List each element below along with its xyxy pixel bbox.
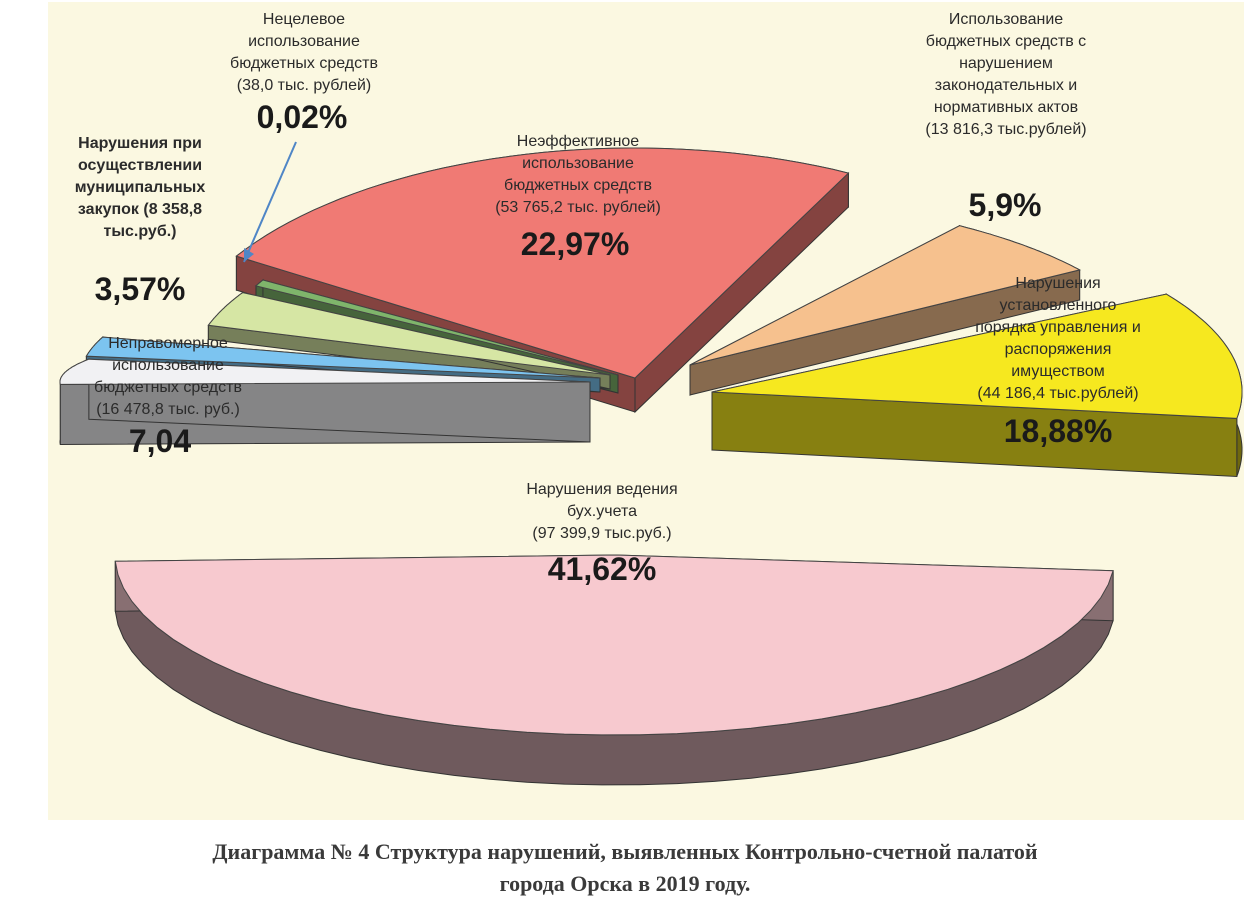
caption-line-2: города Орска в 2019 году. [499,871,751,896]
slice-name-line: бюджетных средств с [926,33,1086,50]
slice-name-line: тыс.руб.) [104,223,177,240]
slice-name-line: бух.учета [567,503,637,520]
slice-name-line: установленного [1000,297,1117,314]
slice-name-line: Неправомерное [108,335,228,352]
slice-name-line: Нецелевое [263,11,345,28]
slice-name-line: нормативных актов [934,99,1078,116]
slice-name-line: закупок (8 358,8 [78,201,202,218]
slice-name-line: (97 399,9 тыс.руб.) [532,525,671,542]
slice-top-necel [254,279,619,376]
slice-label-neef: Неэффективное использование бюджетных сред… [495,133,661,262]
slice-name-line: использование [112,357,224,374]
slice-percent-label: 5,9% [969,187,1042,223]
slice-name-line: Нарушения [1015,275,1100,292]
leader-arrow [243,141,297,263]
slice-name-line: порядка управления и [975,319,1141,336]
slice-name-line: бюджетных средств [94,379,242,396]
slice-percent-label: 18,88% [1004,413,1113,449]
slice-name-line: (53 765,2 тыс. рублей) [495,199,661,216]
slice-label-nepr: Неправомерное использование бюджетных сред… [94,335,242,459]
slice-percent-label: 0,02% [257,99,348,135]
pie-slice-imush [711,293,1243,477]
slice-top-zakon [689,225,1081,366]
pie-slice-zakup2 [207,291,611,390]
chart-caption: Диаграмма № 4 Структура нарушений, выявл… [0,836,1250,900]
slice-percent-label: 22,97% [521,226,630,262]
slice-top-nepr [59,358,591,385]
slice-label-imush: Нарушения установленного порядка управлени… [975,275,1141,449]
slice-name-line: законодательных и [935,77,1077,94]
slice-percent-label: 3,57% [95,271,186,307]
slice-name-line: (38,0 тыс. рублей) [237,77,371,94]
slice-name-line: осуществлении [78,157,202,174]
slice-top-buh [114,554,1114,736]
slice-label-buh: Нарушения ведения бух.учета (97 399,9 тыс.… [526,481,677,587]
slice-top-imush [711,293,1243,419]
slice-name-line: имуществом [1011,363,1105,380]
slice-name-line: Неэффективное [517,133,640,150]
slice-percent-label: 7,04 [129,423,191,459]
slice-label-zakup: 3,57% [95,271,186,307]
slice-name-line: Нарушения ведения [526,481,677,498]
slice-name-line: (44 186,4 тыс.рублей) [977,385,1138,402]
slice-name-line: нарушением [959,55,1053,72]
slice-top-zakup2 [207,292,611,376]
pie-slices [59,147,1243,786]
leader-arrow-head [244,248,254,262]
slice-name-line: (13 816,3 тыс.рублей) [925,121,1086,138]
caption-line-1: Диаграмма № 4 Структура нарушений, выявл… [212,839,1038,864]
slice-name-line: использование [248,33,360,50]
slice-top-neef [235,147,850,379]
slice-name-line: распоряжения [1005,341,1112,358]
slice-name-line: использование [522,155,634,172]
slice-label-zakup2: Нарушения при осуществлении муниципальных з… [75,135,206,240]
slice-name-line: Использование [949,11,1063,28]
pie-labels: Нарушения ведения бух.учета (97 399,9 тыс.… [75,11,1141,587]
slice-name-line: бюджетных средств [504,177,652,194]
slice-name-line: Нарушения при [78,135,202,152]
slice-name-line: бюджетных средств [230,55,378,72]
slice-top-zakup [85,336,601,379]
slice-label-necel: Нецелевое использование бюджетных средств (… [230,11,378,135]
slice-name-line: (16 478,8 тыс. руб.) [96,401,240,418]
pie-slice-nepr [59,358,591,445]
pie-slice-zakon [689,224,1081,396]
slice-name-line: муниципальных [75,179,206,196]
pie-slice-buh [114,554,1114,786]
slice-label-zakon: Использование бюджетных средств с нарушени… [925,11,1086,223]
slice-percent-label: 41,62% [548,551,657,587]
